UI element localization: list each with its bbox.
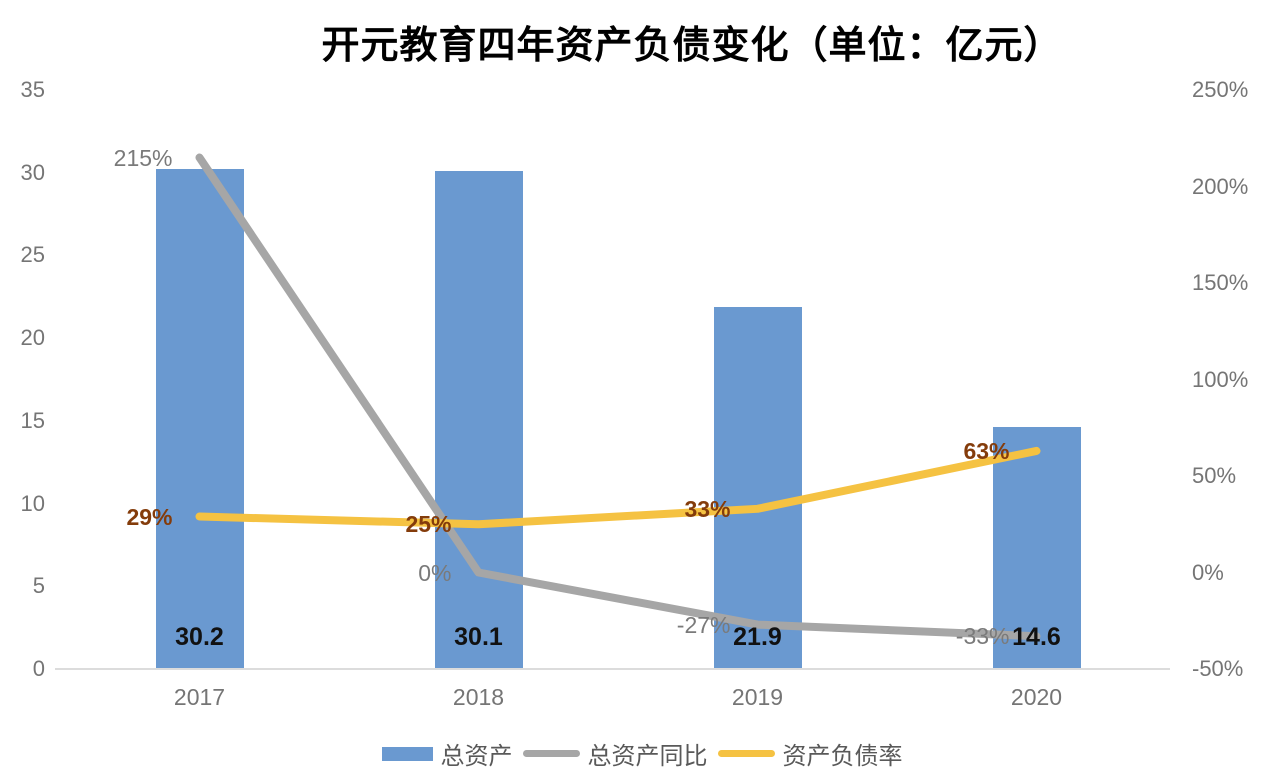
x-axis-label-2019: 2019 xyxy=(731,684,784,710)
x-axis-label-2017: 2017 xyxy=(173,684,226,710)
y-axis-right-tick-50: 50% xyxy=(1192,463,1237,488)
legend-label-total-assets-yoy: 总资产同比 xyxy=(587,744,708,770)
legend-swatch-yellow-line-icon xyxy=(717,750,775,757)
yoy-label-2020: -33% xyxy=(955,623,1010,650)
bar-value-label-2020: 14.6 xyxy=(1012,623,1061,651)
legend-item-total-assets[interactable]: 总资产 xyxy=(381,736,513,771)
line-total-assets-yoy[interactable] xyxy=(195,153,1041,641)
y-axis-right-tick-neg50: -50% xyxy=(1192,656,1244,681)
bar-2018[interactable] xyxy=(434,171,523,669)
y-axis-left-tick-35: 35 xyxy=(20,77,45,102)
y-axis-right-tick-0: 0% xyxy=(1192,559,1224,585)
legend-label-debt-ratio: 资产负债率 xyxy=(782,744,903,770)
y-axis-left-tick-15: 15 xyxy=(20,407,45,433)
line-debt-ratio[interactable] xyxy=(195,446,1041,529)
y-axis-left-tick-25: 25 xyxy=(20,242,45,268)
bar-2019[interactable] xyxy=(713,306,802,669)
legend-item-debt-ratio[interactable]: 资产负债率 xyxy=(717,736,903,771)
yoy-label-2018: 0% xyxy=(418,559,452,586)
debt-ratio-label-2020: 63% xyxy=(963,437,1010,464)
x-axis-label-2020: 2020 xyxy=(1010,684,1063,710)
legend-item-total-assets-yoy[interactable]: 总资产同比 xyxy=(522,736,708,771)
bar-value-label-2019: 21.9 xyxy=(733,623,782,651)
bar-2017[interactable] xyxy=(155,169,244,669)
y-axis-left-tick-10: 10 xyxy=(20,490,45,516)
yoy-label-2017: 215% xyxy=(113,144,173,171)
debt-ratio-label-2019: 33% xyxy=(684,495,731,522)
bar-2020[interactable] xyxy=(992,427,1081,669)
y-axis-right-tick-200: 200% xyxy=(1192,173,1249,199)
bar-value-label-2017: 30.2 xyxy=(175,623,224,651)
debt-ratio-label-2018: 25% xyxy=(405,511,452,538)
y-axis-right-tick-150: 150% xyxy=(1192,270,1249,295)
y-axis-right-tick-250: 250% xyxy=(1192,77,1249,102)
bar-value-label-2018: 30.1 xyxy=(454,623,503,651)
debt-ratio-label-2017: 29% xyxy=(126,503,173,530)
x-axis-line xyxy=(55,668,1170,670)
legend: 总资产 总资产同比 资产负债率 xyxy=(0,736,1284,771)
y-axis-left-tick-20: 20 xyxy=(20,325,45,351)
legend-swatch-bar-icon xyxy=(381,746,433,761)
y-axis-left-tick-5: 5 xyxy=(32,573,45,599)
chart-title: 开元教育四年资产负债变化（单位：亿元） xyxy=(321,25,1063,67)
y-axis-left-tick-0: 0 xyxy=(32,656,45,681)
legend-swatch-gray-line-icon xyxy=(522,750,580,757)
yoy-label-2019: -27% xyxy=(676,611,731,638)
x-axis-label-2018: 2018 xyxy=(452,684,505,710)
y-axis-right-tick-100: 100% xyxy=(1192,366,1249,392)
y-axis-left-tick-30: 30 xyxy=(20,159,45,185)
legend-label-total-assets: 总资产 xyxy=(440,744,513,770)
